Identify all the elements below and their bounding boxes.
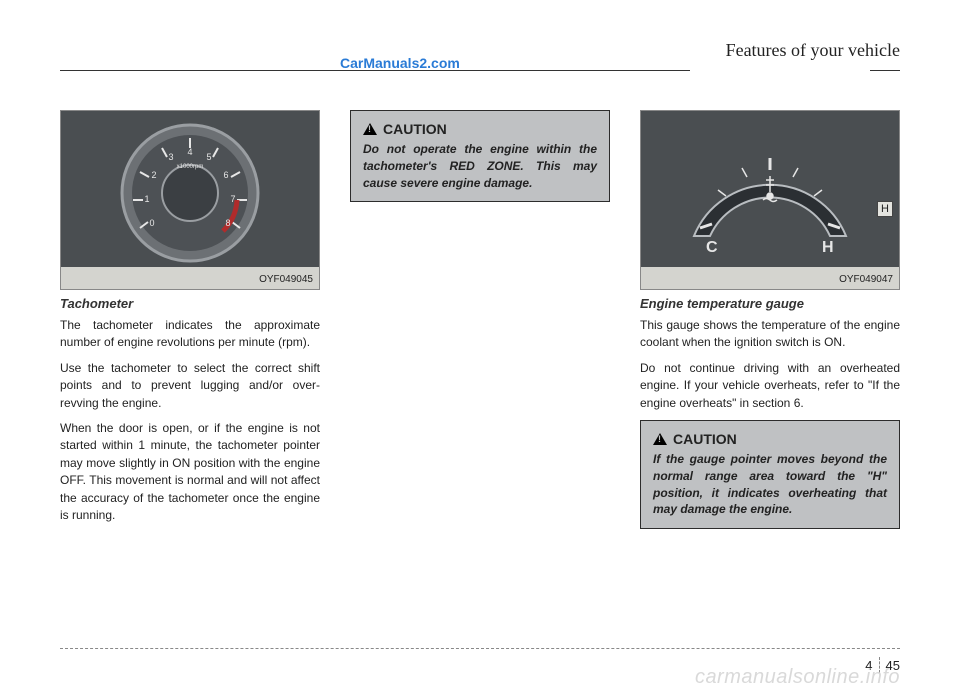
h-indicator-box: H: [877, 201, 893, 217]
svg-text:1: 1: [144, 194, 149, 204]
temperature-figure: C H H OYF049047: [640, 110, 900, 290]
warning-icon: [363, 123, 377, 135]
watermark-bottom: carmanualsonline.info: [695, 666, 900, 689]
tachometer-para-1: The tachometer indicates the approximate…: [60, 317, 320, 352]
caution-heading: CAUTION: [363, 121, 597, 137]
svg-text:4: 4: [187, 147, 192, 157]
temperature-para-2: Do not continue driving with an overheat…: [640, 360, 900, 412]
figure-code: OYF049047: [839, 274, 893, 285]
caution-text: Do not operate the engine within the tac…: [363, 141, 597, 191]
caution-heading: CAUTION: [653, 431, 887, 447]
tachometer-heading: Tachometer: [60, 296, 320, 311]
svg-text:x1000rpm: x1000rpm: [177, 164, 204, 170]
tachometer-para-2: Use the tachometer to select the correct…: [60, 360, 320, 412]
temperature-gauge-icon: C H: [670, 118, 870, 268]
manual-page: Features of your vehicle CarManuals2.com: [0, 0, 960, 689]
content-columns: 0 1 2 3 4 5 6 7 8 x1000rpm OYF049045 Tac…: [60, 110, 900, 541]
watermark-top: CarManuals2.com: [340, 55, 460, 71]
temperature-heading: Engine temperature gauge: [640, 296, 900, 311]
column-temperature: C H H OYF049047 Engine temperature gauge…: [640, 110, 900, 541]
page-header: Features of your vehicle: [60, 40, 900, 80]
column-caution: CAUTION Do not operate the engine within…: [350, 110, 610, 541]
svg-text:0: 0: [149, 218, 154, 228]
caution-label: CAUTION: [673, 431, 737, 447]
tachometer-para-3: When the door is open, or if the engine …: [60, 420, 320, 524]
svg-text:8: 8: [225, 218, 230, 228]
caution-label: CAUTION: [383, 121, 447, 137]
column-tachometer: 0 1 2 3 4 5 6 7 8 x1000rpm OYF049045 Tac…: [60, 110, 320, 541]
svg-text:6: 6: [223, 170, 228, 180]
footer-rule: [60, 648, 900, 649]
svg-text:2: 2: [151, 170, 156, 180]
caution-box-temperature: CAUTION If the gauge pointer moves beyon…: [640, 420, 900, 529]
header-rule-right: [870, 70, 900, 71]
tachometer-gauge-icon: 0 1 2 3 4 5 6 7 8 x1000rpm: [105, 118, 275, 268]
caution-text: If the gauge pointer moves beyond the no…: [653, 451, 887, 518]
svg-text:5: 5: [206, 152, 211, 162]
tachometer-figure: 0 1 2 3 4 5 6 7 8 x1000rpm OYF049045: [60, 110, 320, 290]
section-title: Features of your vehicle: [726, 40, 900, 61]
warning-icon: [653, 433, 667, 445]
svg-text:7: 7: [230, 194, 235, 204]
figure-code: OYF049045: [259, 274, 313, 285]
svg-text:C: C: [706, 239, 718, 256]
temperature-para-1: This gauge shows the temperature of the …: [640, 317, 900, 352]
caution-box-tachometer: CAUTION Do not operate the engine within…: [350, 110, 610, 202]
svg-text:3: 3: [168, 152, 173, 162]
svg-text:H: H: [822, 239, 834, 256]
